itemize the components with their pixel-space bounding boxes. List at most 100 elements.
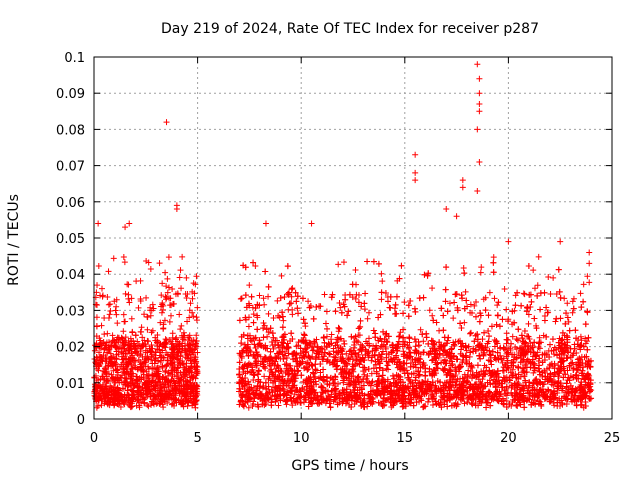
data-point: [113, 336, 120, 343]
data-point: [178, 285, 185, 292]
data-point: [189, 388, 196, 395]
data-point: [301, 331, 308, 338]
data-point: [379, 278, 386, 285]
data-point: [450, 315, 457, 322]
data-point: [531, 315, 538, 322]
data-point: [124, 361, 131, 368]
data-point: [152, 337, 159, 344]
data-point: [192, 390, 199, 397]
data-point: [121, 337, 128, 344]
data-point: [143, 355, 150, 362]
data-point: [260, 334, 267, 341]
data-point: [122, 290, 129, 297]
data-point: [474, 362, 481, 369]
data-point: [161, 317, 168, 324]
data-point: [357, 323, 364, 330]
data-point: [104, 392, 111, 399]
data-point: [119, 342, 126, 349]
data-point: [143, 294, 150, 301]
data-point: [115, 351, 122, 358]
data-point: [127, 342, 134, 349]
data-point: [192, 375, 199, 382]
data-point: [121, 345, 127, 352]
data-point: [161, 376, 168, 383]
data-point: [193, 317, 200, 324]
data-point: [130, 396, 137, 403]
data-point: [280, 317, 287, 324]
data-point: [162, 293, 169, 300]
data-point: [94, 387, 101, 394]
data-point: [580, 281, 587, 288]
data-point: [190, 350, 197, 357]
data-point: [133, 402, 140, 409]
data-point: [181, 365, 188, 372]
data-point: [387, 293, 394, 300]
data-point: [155, 376, 162, 383]
data-point: [125, 295, 132, 302]
data-point: [177, 326, 184, 333]
data-point: [95, 377, 102, 384]
data-point: [531, 339, 538, 346]
data-point: [141, 311, 148, 318]
data-point: [501, 285, 508, 292]
data-point: [320, 366, 327, 373]
data-point: [171, 402, 178, 409]
data-point: [132, 332, 139, 339]
data-point: [156, 346, 163, 353]
data-point: [161, 384, 168, 391]
data-point: [288, 286, 295, 293]
data-point: [112, 366, 119, 373]
data-point: [100, 339, 107, 346]
data-point: [250, 311, 257, 318]
data-point: [93, 301, 100, 308]
data-point: [148, 398, 155, 405]
data-point: [183, 295, 190, 302]
data-point: [448, 346, 455, 353]
data-point: [166, 302, 173, 309]
data-point: [242, 292, 249, 299]
data-point: [113, 303, 120, 310]
data-point: [189, 402, 196, 409]
data-point: [137, 328, 144, 335]
data-point: [149, 390, 156, 397]
data-point: [140, 342, 147, 349]
data-point: [186, 314, 193, 321]
data-point: [245, 323, 252, 330]
data-point: [170, 345, 177, 352]
data-point: [101, 331, 108, 338]
data-point: [186, 348, 193, 355]
data-point: [328, 294, 335, 301]
data-point: [107, 343, 114, 350]
data-point: [165, 284, 172, 291]
data-point: [508, 340, 515, 347]
data-point: [322, 320, 329, 327]
data-point: [109, 360, 116, 367]
data-point: [122, 334, 129, 341]
data-point: [545, 273, 552, 280]
data-point: [557, 294, 564, 301]
data-point: [301, 320, 308, 327]
data-point: [98, 402, 105, 409]
data-point: [159, 347, 166, 354]
data-point: [119, 356, 126, 363]
data-point: [378, 270, 385, 277]
data-point: [440, 312, 447, 319]
data-point: [265, 293, 272, 300]
data-point: [312, 355, 319, 362]
data-point: [110, 383, 117, 390]
data-point: [169, 353, 176, 360]
data-point: [429, 312, 436, 319]
data-point: [164, 400, 171, 407]
data-point: [98, 342, 105, 349]
data-point: [105, 301, 112, 308]
data-point: [426, 307, 433, 314]
data-point: [535, 253, 542, 260]
data-point: [169, 285, 176, 292]
data-point: [112, 361, 119, 368]
data-point: [178, 349, 185, 356]
data-point: [112, 344, 119, 351]
data-point: [105, 362, 112, 369]
data-point: [333, 339, 340, 346]
data-point: [191, 290, 198, 297]
data-point: [185, 351, 192, 358]
